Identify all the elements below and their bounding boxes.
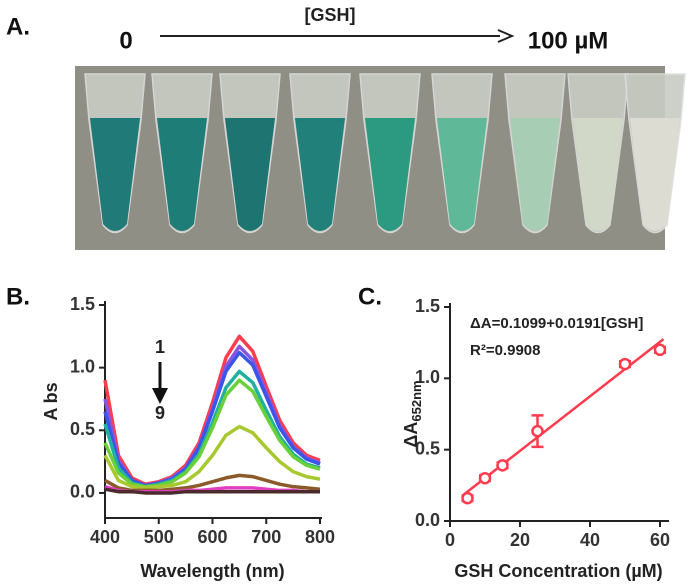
y-tick-label: 1.0 (70, 356, 95, 376)
arrow-head (497, 29, 515, 43)
annotation: 9 (155, 403, 165, 423)
tube-liquid (365, 118, 415, 231)
y-tick-label: 0.5 (70, 419, 95, 439)
y-axis-label-sub: 652nm (409, 380, 424, 421)
tube-liquid (437, 118, 487, 231)
annotation-arrowhead (152, 388, 168, 404)
data-point (478, 471, 492, 485)
tubes (84, 73, 686, 234)
x-tick-label: 600 (197, 527, 227, 547)
data-point (496, 459, 509, 472)
x-tick-label: 700 (251, 527, 281, 547)
annotation: R²=0.9908 (470, 342, 540, 359)
x-tick-label: 400 (90, 527, 120, 547)
spectrum-line (103, 424, 321, 490)
panel-label: A. (6, 13, 30, 40)
x-axis-label: GSH Concentration (µM) (454, 561, 662, 581)
y-tick-label: 0.0 (415, 510, 440, 530)
y-tick-label: 1.5 (70, 294, 95, 314)
data-point (653, 343, 667, 357)
tube-liquid (295, 118, 345, 231)
data-point (531, 424, 544, 438)
spectrum-line (104, 487, 320, 495)
tube-liquid (225, 118, 275, 231)
arrow-title: [GSH] (305, 5, 356, 25)
x-tick-label: 500 (144, 527, 174, 547)
y-tick-label: 0.0 (70, 482, 95, 502)
x-axis-label: Wavelength (nm) (140, 561, 284, 581)
data-point (461, 491, 474, 505)
end-label: 100 µM (528, 27, 609, 54)
fit-line (463, 338, 665, 496)
x-tick-label: 800 (305, 527, 335, 547)
annotation: ΔA=0.1099+0.0191[GSH] (470, 315, 643, 332)
x-tick-label: 60 (650, 530, 670, 550)
y-tick-label: 1.0 (415, 367, 440, 387)
y-tick-label: 1.5 (415, 296, 440, 316)
annotation: 1 (155, 337, 165, 357)
data-point (618, 357, 632, 371)
panel-label: C. (358, 283, 382, 310)
y-axis-label: A bs (41, 382, 61, 420)
x-tick-label: 0 (445, 530, 455, 550)
x-tick-label: 40 (580, 530, 600, 550)
start-label: 0 (119, 27, 132, 54)
y-tick-label: 0.5 (415, 438, 440, 458)
x-tick-label: 20 (510, 530, 530, 550)
tube-liquid (630, 118, 680, 231)
tube-liquid (510, 118, 560, 231)
panel-label: B. (6, 283, 30, 310)
y-axis-label: ΔA652nm (401, 380, 425, 447)
tube-liquid (157, 118, 207, 231)
tube-liquid (573, 118, 623, 231)
y-axis-label-main: ΔA (401, 422, 421, 448)
tube-liquid (90, 118, 140, 231)
